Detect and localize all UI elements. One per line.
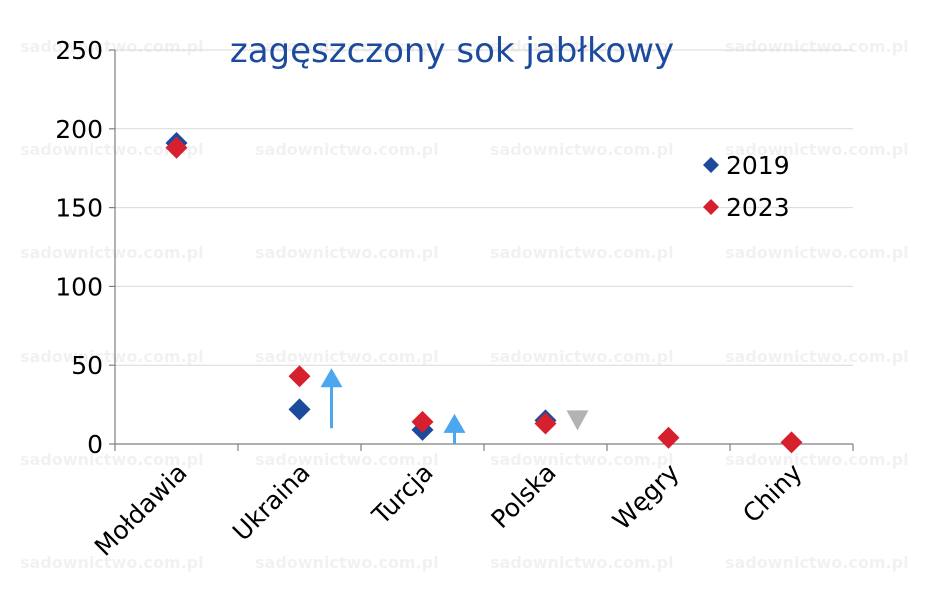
y-tick-label: 0 — [87, 430, 103, 459]
watermark-text: sadownictwo.com.pl — [20, 347, 204, 366]
data-point-2023 — [165, 136, 188, 159]
x-category-label: Ukraina — [227, 458, 316, 547]
axes — [109, 49, 854, 451]
watermark-text: sadownictwo.com.pl — [725, 450, 909, 469]
watermark-text: sadownictwo.com.pl — [725, 140, 909, 159]
x-category-label: Węgry — [607, 458, 685, 536]
watermark-text: sadownictwo.com.pl — [490, 450, 674, 469]
watermark-text: sadownictwo.com.pl — [20, 243, 204, 262]
watermark-text: sadownictwo.com.pl — [490, 243, 674, 262]
change-markers — [320, 368, 589, 444]
y-tick-label: 150 — [55, 194, 103, 223]
watermark-text: sadownictwo.com.pl — [725, 37, 909, 56]
chart-title: zagęszczony sok jabłkowy — [230, 31, 674, 71]
x-category-label: Mołdawia — [89, 458, 193, 562]
y-tick-label: 50 — [71, 351, 103, 380]
watermark-text: sadownictwo.com.pl — [490, 140, 674, 159]
watermark-text: sadownictwo.com.pl — [255, 37, 439, 56]
data-point-2023 — [411, 410, 434, 433]
y-tick-label: 200 — [55, 115, 103, 144]
data-points — [165, 131, 803, 454]
watermark-text: sadownictwo.com.pl — [255, 140, 439, 159]
watermark-text: sadownictwo.com.pl — [20, 553, 204, 572]
y-tick-label: 250 — [55, 36, 103, 65]
watermark-text: sadownictwo.com.pl — [255, 553, 439, 572]
down-arrow-marker — [566, 410, 589, 431]
data-point-2023 — [534, 412, 557, 435]
watermark-text: sadownictwo.com.pl — [255, 347, 439, 366]
x-category-labels: Mołdawia Ukraina Turcja Polska Węgry Chiny — [89, 458, 808, 562]
legend-label-2023: 2023 — [726, 193, 790, 222]
watermark-text: sadownictwo.com.pl — [20, 37, 204, 56]
watermark-text: sadownictwo.com.pl — [255, 450, 439, 469]
data-point-2019 — [288, 398, 311, 421]
watermark-text: sadownictwo.com.pl — [20, 450, 204, 469]
up-arrow-head — [443, 413, 466, 433]
watermark-layer: sadownictwo.com.pl sadownictwo.com.pl sado… — [20, 37, 909, 572]
watermark-text: sadownictwo.com.pl — [725, 243, 909, 262]
up-arrow-head — [320, 368, 343, 388]
x-category-label: Polska — [486, 458, 562, 534]
data-point-2023 — [780, 431, 803, 454]
watermark-text: sadownictwo.com.pl — [725, 347, 909, 366]
legend-marker-2023 — [703, 199, 719, 215]
legend-marker-2019 — [703, 157, 719, 173]
y-tick-label: 100 — [55, 272, 103, 301]
watermark-text: sadownictwo.com.pl — [255, 243, 439, 262]
data-point-2023 — [657, 426, 680, 449]
legend: 2019 2023 — [703, 151, 790, 222]
data-point-2023 — [288, 365, 311, 388]
gridlines — [115, 49, 853, 366]
y-tick-labels: 0 50 100 150 200 250 — [55, 36, 103, 459]
watermark-text: sadownictwo.com.pl — [490, 37, 674, 56]
watermark-text: sadownictwo.com.pl — [725, 553, 909, 572]
legend-label-2019: 2019 — [726, 151, 790, 180]
watermark-text: sadownictwo.com.pl — [490, 553, 674, 572]
watermark-text: sadownictwo.com.pl — [20, 140, 204, 159]
watermark-text: sadownictwo.com.pl — [490, 347, 674, 366]
